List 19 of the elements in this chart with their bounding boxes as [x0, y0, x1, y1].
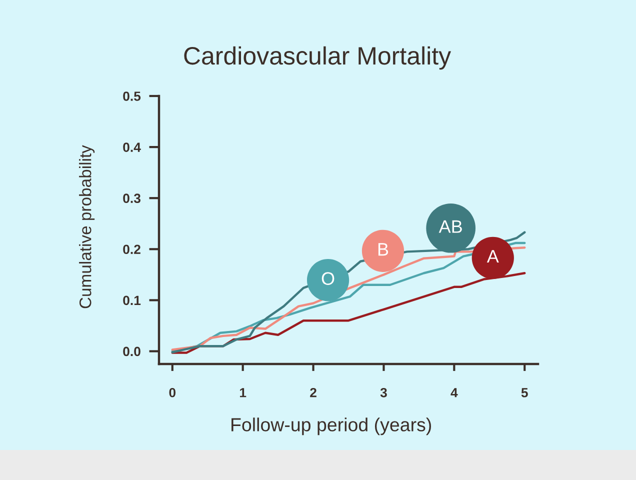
x-tick-label: 3	[380, 388, 387, 398]
series-label: B	[378, 243, 388, 256]
y-tick-label: 0.4	[123, 142, 141, 152]
y-tick-label: 0.0	[123, 346, 140, 356]
y-tick-label: 0.3	[123, 194, 140, 204]
chart-title: Cardiovascular Mortality	[184, 46, 452, 70]
x-tick-label: 2	[310, 388, 316, 398]
series-label: O	[322, 272, 334, 285]
series-label: A	[486, 250, 499, 263]
x-tick-label: 0	[169, 388, 176, 398]
x-tick-label: 5	[521, 388, 528, 398]
series-label: AB	[438, 220, 462, 233]
x-tick-label: 4	[450, 388, 458, 398]
y-tick-label: 0.1	[123, 296, 141, 306]
x-axis-title: Follow-up period (years)	[232, 418, 431, 436]
y-tick-label: 0.2	[123, 244, 140, 254]
y-tick-label: 0.5	[123, 92, 141, 101]
x-tick-label: 1	[240, 388, 246, 398]
y-axis-title: Cumulative probability	[79, 145, 95, 308]
